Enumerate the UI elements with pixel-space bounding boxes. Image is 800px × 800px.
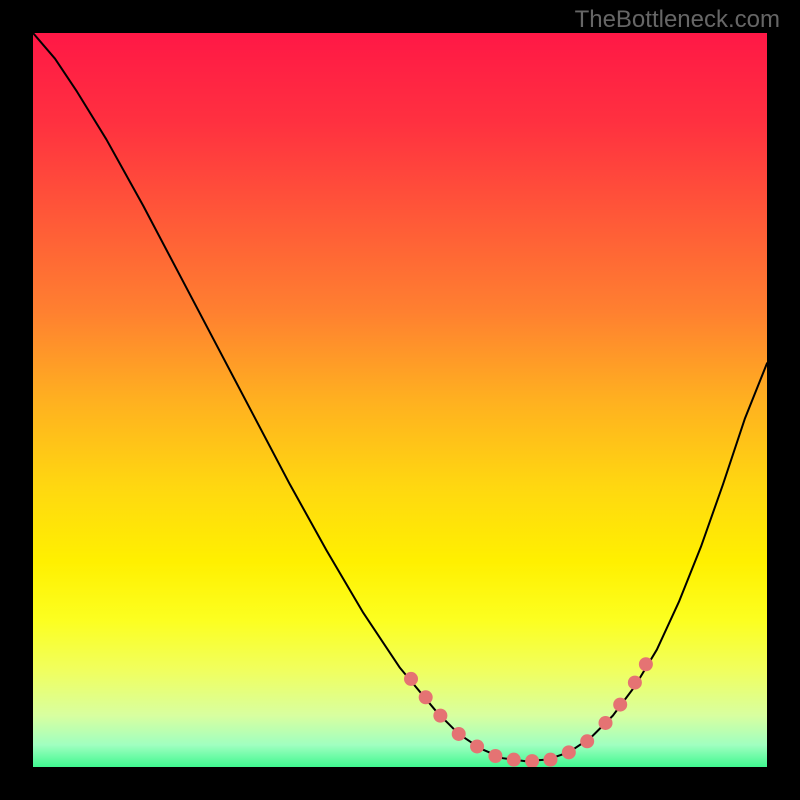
curve-marker [470, 739, 484, 753]
curve-marker [419, 690, 433, 704]
curve-marker [433, 709, 447, 723]
curve-marker [525, 754, 539, 767]
curve-marker [639, 657, 653, 671]
curve-marker [404, 672, 418, 686]
curve-marker [580, 734, 594, 748]
curve-marker [613, 698, 627, 712]
curve-marker [452, 727, 466, 741]
curve-marker [599, 716, 613, 730]
curve-marker [507, 753, 521, 767]
chart-plot-area [33, 33, 767, 767]
bottleneck-curve [33, 33, 767, 761]
curve-marker [628, 676, 642, 690]
curve-marker [488, 749, 502, 763]
chart-curve-layer [33, 33, 767, 767]
watermark-text: TheBottleneck.com [575, 6, 780, 34]
curve-marker [562, 745, 576, 759]
curve-marker [543, 753, 557, 767]
